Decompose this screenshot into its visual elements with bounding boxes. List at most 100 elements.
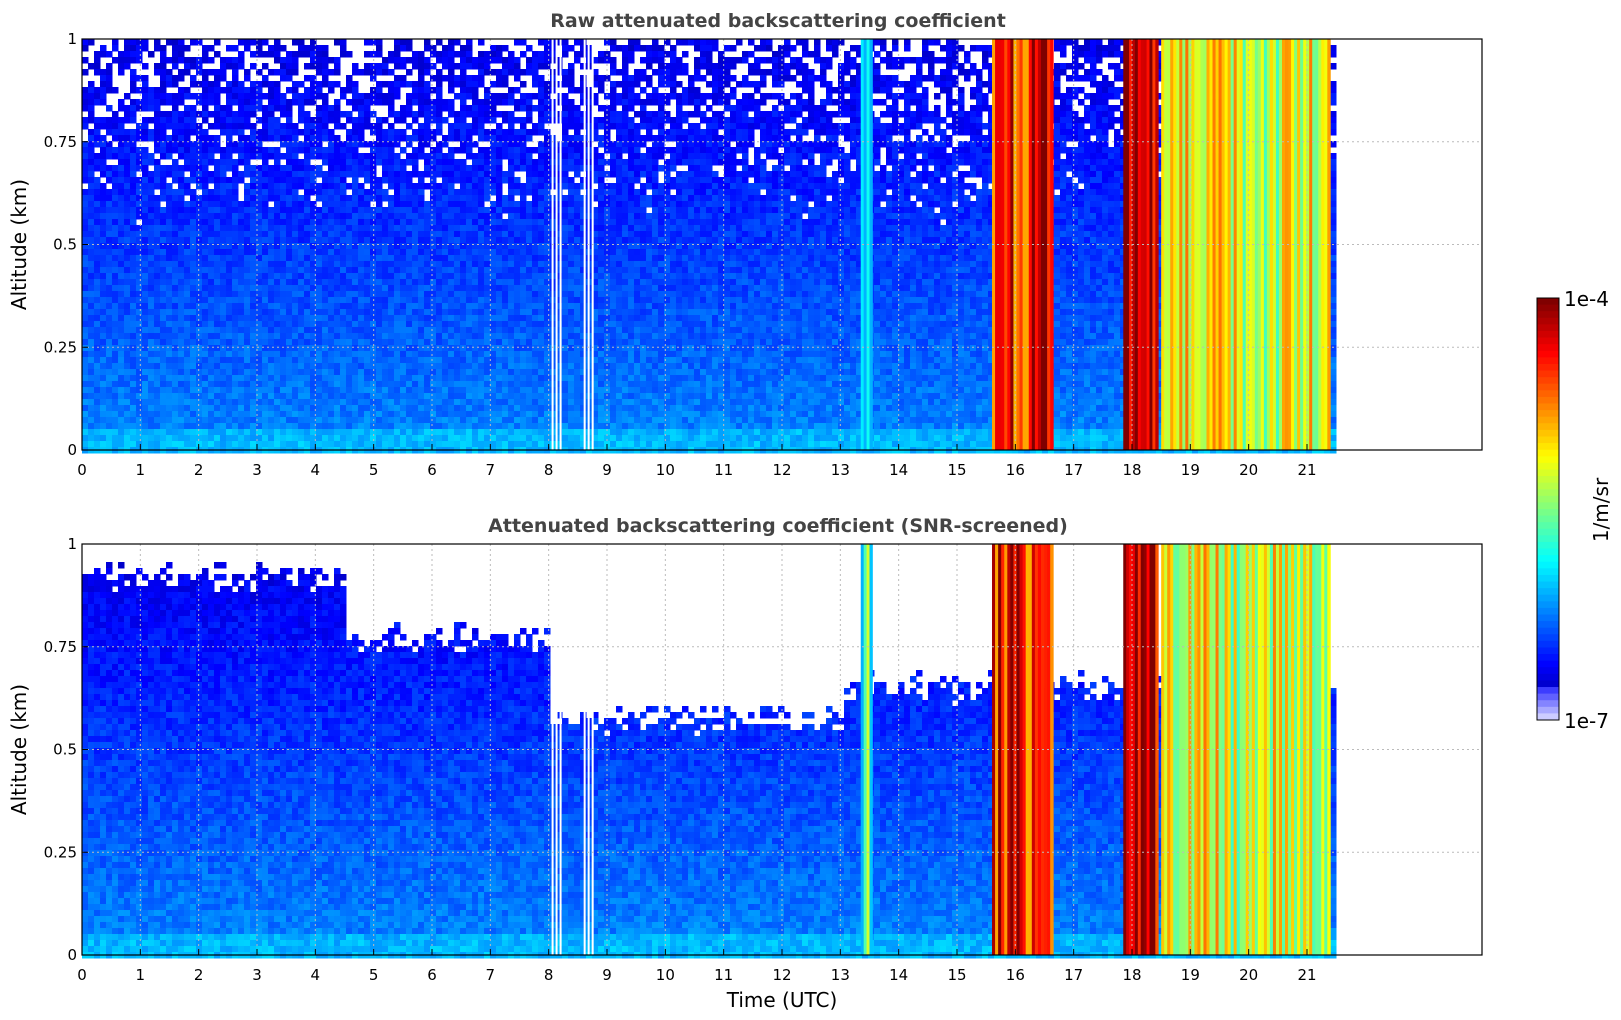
heat-cell	[346, 129, 353, 136]
heat-cell	[274, 153, 281, 160]
heat-cell	[412, 285, 419, 292]
heat-cell	[298, 423, 305, 430]
heat-cell	[334, 105, 341, 112]
heat-cell	[220, 249, 227, 256]
heat-cell	[478, 333, 485, 340]
heat-cell	[214, 441, 221, 448]
heat-cell	[196, 237, 203, 244]
heat-cell	[82, 297, 89, 304]
heat-cell	[298, 129, 305, 136]
heat-cell	[208, 177, 215, 184]
heat-cell	[442, 423, 449, 430]
heat-cell	[346, 183, 353, 190]
heat-cell	[322, 195, 329, 202]
heat-cell	[412, 339, 419, 346]
heat-cell	[394, 177, 401, 184]
heat-cell	[184, 213, 191, 220]
heat-cell	[340, 237, 347, 244]
heat-cell	[202, 147, 209, 154]
heat-cell	[388, 171, 395, 178]
heat-cell	[544, 213, 551, 220]
heat-cell	[88, 183, 95, 190]
heat-cell	[346, 327, 353, 334]
heat-cell	[244, 291, 251, 298]
heat-cell	[388, 231, 395, 238]
heat-cell	[166, 333, 173, 340]
heat-cell	[352, 63, 359, 70]
heat-cell	[436, 159, 443, 166]
heat-cell	[88, 249, 95, 256]
heat-cell	[508, 123, 515, 130]
heat-cell	[352, 405, 359, 412]
heat-cell	[244, 351, 251, 358]
heat-cell	[364, 297, 371, 304]
heat-cell	[178, 129, 185, 136]
heat-cell	[304, 219, 311, 226]
heat-cell	[82, 213, 89, 220]
heat-cell	[424, 213, 431, 220]
heat-cell	[88, 99, 95, 106]
heat-cell	[394, 75, 401, 82]
heat-cell	[250, 441, 257, 448]
heat-cell	[82, 225, 89, 232]
heat-cell	[172, 351, 179, 358]
heat-cell	[502, 93, 509, 100]
heat-cell	[112, 219, 119, 226]
heat-cell	[382, 225, 389, 232]
heat-cell	[172, 411, 179, 418]
heat-cell	[316, 63, 323, 70]
heat-cell	[238, 117, 245, 124]
heat-cell	[166, 309, 173, 316]
heat-cell	[388, 213, 395, 220]
heat-cell	[406, 285, 413, 292]
heat-cell	[178, 423, 185, 430]
heat-cell	[316, 309, 323, 316]
heat-cell	[130, 303, 137, 310]
heat-cell	[274, 381, 281, 388]
heat-cell	[376, 375, 383, 382]
heat-cell	[250, 87, 257, 94]
heat-cell	[406, 441, 413, 448]
heat-cell	[88, 237, 95, 244]
heat-cell	[328, 165, 335, 172]
heat-cell	[454, 255, 461, 262]
heat-cell	[232, 405, 239, 412]
heat-cell	[478, 405, 485, 412]
heat-cell	[112, 363, 119, 370]
heat-cell	[430, 273, 437, 280]
heat-cell	[160, 381, 167, 388]
heat-cell	[280, 261, 287, 268]
heat-cell	[508, 189, 515, 196]
heat-cell	[520, 183, 527, 190]
heat-cell	[310, 243, 317, 250]
heat-cell	[166, 93, 173, 100]
heat-cell	[346, 243, 353, 250]
heat-cell	[100, 213, 107, 220]
heat-cell	[106, 249, 113, 256]
heat-cell	[94, 291, 101, 298]
heat-cell	[118, 267, 125, 274]
heat-cell	[352, 135, 359, 142]
heat-cell	[280, 423, 287, 430]
heat-cell	[184, 411, 191, 418]
heat-cell	[112, 123, 119, 130]
heat-cell	[250, 51, 257, 58]
heat-cell	[274, 249, 281, 256]
heat-cell	[520, 303, 527, 310]
heat-cell	[160, 435, 167, 442]
heat-cell	[538, 231, 545, 238]
heat-cell	[316, 375, 323, 382]
heat-cell	[280, 297, 287, 304]
heat-cell	[472, 183, 479, 190]
heat-cell	[520, 141, 527, 148]
heat-cell	[334, 303, 341, 310]
heat-cell	[100, 45, 107, 52]
heat-cell	[280, 399, 287, 406]
heat-cell	[364, 405, 371, 412]
heat-cell	[172, 321, 179, 328]
heat-cell	[208, 261, 215, 268]
heat-cell	[388, 195, 395, 202]
heat-cell	[466, 177, 473, 184]
heat-cell	[136, 153, 143, 160]
heat-cell	[232, 375, 239, 382]
